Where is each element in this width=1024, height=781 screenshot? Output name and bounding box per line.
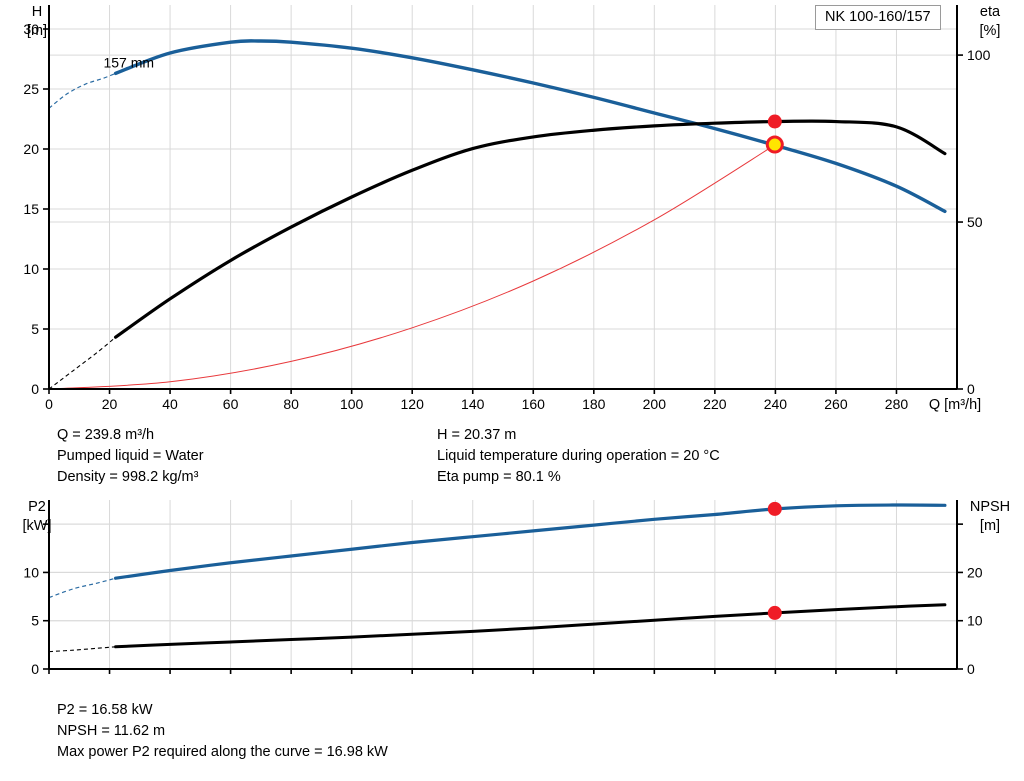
y-tick-label-right: 100 [967, 47, 991, 63]
duty-info-right: H = 20.37 m Liquid temperature during op… [437, 425, 720, 488]
duty-point-npsh[interactable] [767, 605, 782, 620]
y-axis-title-left: P2 [28, 499, 46, 515]
x-tick-label: 100 [340, 396, 364, 412]
y-axis-title-left: H [32, 4, 42, 20]
curve-power-p2-extension [48, 577, 116, 599]
power-info-max-p2: Max power P2 required along the curve = … [57, 744, 388, 760]
duty-point-eta[interactable] [767, 114, 782, 129]
duty-marker-dot [767, 605, 782, 620]
power-info-npsh: NPSH = 11.62 m [57, 723, 166, 739]
performance-chart: 0 20 40 60 80 100 120 140 160 180 200 220 240 260 2800… [23, 4, 1001, 413]
pump-model-title-box: NK 100-160/157 [815, 5, 941, 31]
curve-power-p2 [113, 503, 947, 580]
x-axis-title: Q [m³/h] [929, 397, 981, 413]
x-tick-label: 60 [223, 396, 239, 412]
duty-info-flow: Q = 239.8 m³/h [57, 427, 155, 443]
duty-info-efficiency: Eta pump = 80.1 % [437, 469, 561, 485]
x-tick-label: 260 [824, 396, 848, 412]
grid-lines [49, 5, 957, 390]
pump-model-label: NK 100-160/157 [825, 9, 931, 25]
y-tick-label-right: 0 [967, 661, 975, 675]
x-tick-label: 280 [885, 396, 909, 412]
y-tick-label-right: 10 [967, 613, 983, 629]
x-tick-label: 200 [643, 396, 667, 412]
x-tick-label: 160 [522, 396, 546, 412]
x-tick-label: 180 [582, 396, 606, 412]
duty-marker-dot [767, 501, 782, 516]
axes [48, 500, 958, 670]
duty-info-density: Density = 998.2 kg/m³ [57, 469, 199, 485]
duty-info-head: H = 20.37 m [437, 427, 517, 443]
curve-pump-efficiency-extension [48, 336, 116, 390]
x-tick-label: 240 [764, 396, 788, 412]
y-tick-label-left: 0 [31, 381, 39, 397]
curve-head-curve-extension [48, 72, 116, 109]
x-tick-label: 40 [162, 396, 178, 412]
curve-npsh [114, 603, 947, 649]
duty-marker-dot [767, 114, 782, 129]
duty-info-left: Q = 239.8 m³/h Pumped liquid = Water Den… [57, 425, 204, 488]
y-tick-label-right: 0 [967, 381, 975, 397]
y-tick-label-left: 5 [31, 613, 39, 629]
power-npsh-chart: 0 5 10 0 10 20 P2 [kW] NPSH [m] [23, 499, 1011, 675]
y-axis-title-right: eta [980, 4, 1001, 20]
y-tick-label-left: 30 [23, 21, 39, 37]
x-tick-label: 120 [401, 396, 425, 412]
y-tick-label-left: 10 [23, 564, 39, 580]
power-info-block: P2 = 16.58 kW NPSH = 11.62 m Max power P… [57, 700, 388, 763]
duty-info-temperature: Liquid temperature during operation = 20… [437, 448, 720, 464]
x-tick-label: 20 [102, 396, 118, 412]
y-tick-label-left: 5 [31, 321, 39, 337]
series-group [48, 39, 947, 390]
curve-npsh-extension [48, 646, 116, 653]
y-axis-title-right: [m] [980, 518, 1000, 534]
y-axis-title-left: [m] [27, 23, 47, 39]
y-tick-label-left: 0 [31, 661, 39, 675]
y-tick-label-left: 10 [23, 261, 39, 277]
axis-titles: H [m] eta [%] Q [m³/h] [27, 4, 1001, 413]
axes [48, 5, 958, 390]
curve-head-curve-157-mm-impeller [113, 39, 947, 214]
y-axis-title-right: NPSH [970, 499, 1010, 515]
curve-pump-efficiency [113, 119, 947, 339]
x-tick-label: 0 [45, 396, 53, 412]
series-group [48, 503, 947, 653]
y-tick-label-left: 25 [23, 81, 39, 97]
y-axis-title-left: [kW] [23, 518, 52, 534]
y-tick-label-right: 50 [967, 214, 983, 230]
y-axis-title-right: [%] [980, 23, 1001, 39]
power-info-p2: P2 = 16.58 kW [57, 702, 153, 718]
tick-labels: 0 5 10 0 10 20 [23, 523, 983, 675]
x-tick-label: 80 [283, 396, 299, 412]
curve-system-installation-curve [48, 144, 776, 390]
impeller-size-annotation: 157 mm [103, 54, 154, 70]
duty-point-head[interactable] [765, 135, 784, 154]
tick-labels: 0 20 40 60 80 100 120 140 160 180 200 220 240 260 2800… [23, 21, 990, 412]
duty-marker-core [768, 138, 781, 151]
duty-info-liquid: Pumped liquid = Water [57, 448, 204, 464]
x-tick-label: 140 [461, 396, 485, 412]
axis-titles: P2 [kW] NPSH [m] [23, 499, 1011, 534]
y-tick-label-right: 20 [967, 564, 983, 580]
x-tick-label: 220 [703, 396, 727, 412]
duty-point-p2[interactable] [767, 501, 782, 516]
y-tick-label-left: 15 [23, 201, 39, 217]
y-tick-label-left: 20 [23, 141, 39, 157]
